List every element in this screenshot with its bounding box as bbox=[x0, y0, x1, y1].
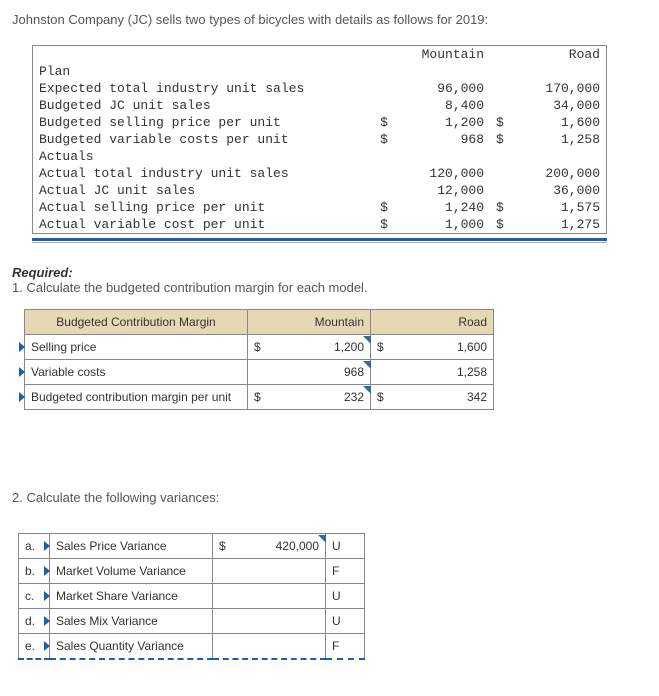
data-val-mountain: 12,000 bbox=[405, 182, 490, 199]
var-label: Sales Mix Variance bbox=[50, 609, 213, 634]
sym: $ bbox=[374, 114, 405, 131]
var-value[interactable] bbox=[213, 584, 326, 609]
data-val-mountain: 8,400 bbox=[405, 97, 490, 114]
data-val-road: 36,000 bbox=[521, 182, 607, 199]
sym bbox=[490, 182, 521, 199]
data-val-road: 1,600 bbox=[521, 114, 607, 131]
var-uf[interactable]: F bbox=[326, 634, 365, 660]
contrib-head-0: Budgeted Contribution Margin bbox=[25, 310, 248, 335]
data-val-mountain: 96,000 bbox=[405, 80, 490, 97]
data-val-mountain: 1,000 bbox=[405, 216, 490, 234]
sym bbox=[490, 80, 521, 97]
data-val-mountain: 968 bbox=[405, 131, 490, 148]
contribution-table: Budgeted Contribution Margin Mountain Ro… bbox=[24, 309, 494, 410]
intro-text: Johnston Company (JC) sells two types of… bbox=[12, 12, 647, 27]
contrib-mountain[interactable]: $1,200 bbox=[248, 335, 371, 360]
sym bbox=[374, 97, 405, 114]
data-val-mountain: 120,000 bbox=[405, 165, 490, 182]
sym: $ bbox=[374, 199, 405, 216]
data-val-road: 200,000 bbox=[521, 165, 607, 182]
data-row-label: Expected total industry unit sales bbox=[33, 80, 375, 97]
sym bbox=[490, 97, 521, 114]
contrib-road[interactable]: 1,258 bbox=[371, 360, 494, 385]
sym bbox=[374, 182, 405, 199]
var-label: Market Share Variance bbox=[50, 584, 213, 609]
data-row-label: Budgeted JC unit sales bbox=[33, 97, 375, 114]
required-label: Required: bbox=[12, 265, 647, 280]
sym: $ bbox=[490, 131, 521, 148]
data-val-road: 1,575 bbox=[521, 199, 607, 216]
var-value[interactable]: $420,000 bbox=[213, 534, 326, 559]
sym bbox=[374, 80, 405, 97]
sym bbox=[490, 165, 521, 182]
data-val-road: 170,000 bbox=[521, 80, 607, 97]
data-val-road: 1,258 bbox=[521, 131, 607, 148]
data-row-label: Actual total industry unit sales bbox=[33, 165, 375, 182]
contrib-road[interactable]: $1,600 bbox=[371, 335, 494, 360]
data-row-label: Budgeted selling price per unit bbox=[33, 114, 375, 131]
contrib-mountain[interactable]: $232 bbox=[248, 385, 371, 410]
var-uf[interactable]: U bbox=[326, 584, 365, 609]
var-value[interactable] bbox=[213, 634, 326, 660]
sym: $ bbox=[490, 114, 521, 131]
contrib-head-2: Road bbox=[371, 310, 494, 335]
sym: $ bbox=[374, 131, 405, 148]
var-value[interactable] bbox=[213, 609, 326, 634]
contrib-row-label: Budgeted contribution margin per unit bbox=[25, 385, 248, 410]
data-table: Mountain Road Plan Expected total indust… bbox=[32, 45, 607, 234]
sym: $ bbox=[490, 216, 521, 234]
var-uf[interactable]: F bbox=[326, 559, 365, 584]
sym: $ bbox=[374, 216, 405, 234]
var-label: Market Volume Variance bbox=[50, 559, 213, 584]
col-road: Road bbox=[521, 46, 607, 64]
contrib-row-label: Selling price bbox=[25, 335, 248, 360]
var-label: Sales Quantity Variance bbox=[50, 634, 213, 660]
data-row-label: Actual selling price per unit bbox=[33, 199, 375, 216]
contrib-mountain[interactable]: 968 bbox=[248, 360, 371, 385]
contrib-road[interactable]: $342 bbox=[371, 385, 494, 410]
variance-table: a. Sales Price Variance $420,000 U b. Ma… bbox=[18, 533, 365, 660]
var-uf[interactable]: U bbox=[326, 534, 365, 559]
section-header: Actuals bbox=[33, 148, 375, 165]
var-label: Sales Price Variance bbox=[50, 534, 213, 559]
data-val-road: 1,275 bbox=[521, 216, 607, 234]
req2-text: 2. Calculate the following variances: bbox=[12, 490, 647, 505]
sym: $ bbox=[490, 199, 521, 216]
contrib-row-label: Variable costs bbox=[25, 360, 248, 385]
section-header: Plan bbox=[33, 63, 375, 80]
data-val-road: 34,000 bbox=[521, 97, 607, 114]
req1-text: 1. Calculate the budgeted contribution m… bbox=[12, 280, 647, 295]
sym bbox=[374, 165, 405, 182]
col-mountain: Mountain bbox=[405, 46, 490, 64]
var-uf[interactable]: U bbox=[326, 609, 365, 634]
data-val-mountain: 1,240 bbox=[405, 199, 490, 216]
data-row-label: Actual JC unit sales bbox=[33, 182, 375, 199]
data-val-mountain: 1,200 bbox=[405, 114, 490, 131]
data-row-label: Budgeted variable costs per unit bbox=[33, 131, 375, 148]
data-row-label: Actual variable cost per unit bbox=[33, 216, 375, 234]
var-value[interactable] bbox=[213, 559, 326, 584]
contrib-head-1: Mountain bbox=[248, 310, 371, 335]
